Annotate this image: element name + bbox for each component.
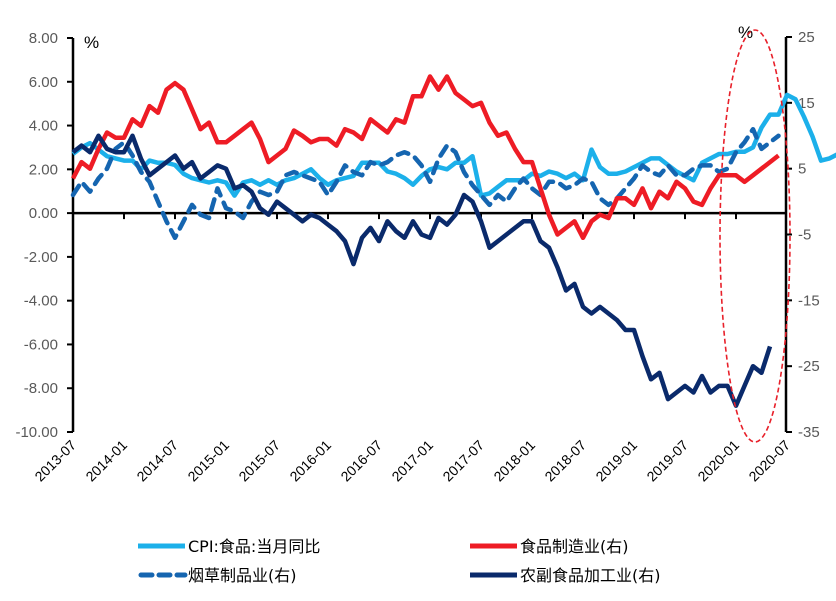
left-axis-tick-label: 4.00 xyxy=(29,118,58,135)
legend-label-2: 烟草制品业(右) xyxy=(188,566,297,585)
x-axis-tick-label: 2016-07 xyxy=(337,437,385,485)
x-axis-tick-label: 2015-01 xyxy=(184,437,232,485)
legend-label-1: 食品制造业(右) xyxy=(520,537,629,556)
x-axis-tick-label: 2017-01 xyxy=(388,437,436,485)
annotation-layer xyxy=(719,29,791,443)
legend-label-0: CPI:食品:当月同比 xyxy=(188,537,320,556)
series-line-3 xyxy=(71,133,773,408)
left-axis-tick-label: 2.00 xyxy=(29,161,58,178)
legend: CPI:食品:当月同比 食品制造业(右) 烟草制品业(右) 农副食品加工业(右) xyxy=(138,537,661,585)
right-axis-tick-label: -15 xyxy=(798,292,820,309)
left-axis-tick-label: -4.00 xyxy=(24,293,58,310)
series-line-2 xyxy=(70,126,781,241)
right-axis-tick-label: -35 xyxy=(798,424,820,441)
left-axis-tick-label: -10.00 xyxy=(15,424,58,441)
right-axis-tick-label: -25 xyxy=(798,358,820,375)
x-axis-tick-label: 2014-01 xyxy=(82,437,130,485)
x-axis-tick-label: 2018-01 xyxy=(490,437,538,485)
x-axis-tick-label: 2020-01 xyxy=(694,437,742,485)
x-axis-tick-label: 2014-07 xyxy=(133,437,181,485)
left-axis-tick-label: 8.00 xyxy=(29,30,58,47)
x-axis-tick-label: 2013-07 xyxy=(31,437,79,485)
right-axis-tick-label: 25 xyxy=(798,29,815,46)
right-axis-tick-label: 15 xyxy=(798,95,815,112)
x-axis-tick-label: 2020-07 xyxy=(745,437,793,485)
right-axis-tick-label: 5 xyxy=(798,161,806,178)
right-axis-unit: % xyxy=(738,23,753,42)
left-axis-unit: % xyxy=(84,33,99,52)
highlight-ellipse xyxy=(719,29,791,443)
left-axis-tick-label: 6.00 xyxy=(29,74,58,91)
left-axis-tick-label: -2.00 xyxy=(24,249,58,266)
series-layer xyxy=(70,74,836,408)
x-axis-tick-label: 2019-07 xyxy=(643,437,691,485)
legend-label-3: 农副食品加工业(右) xyxy=(520,566,661,585)
left-axis-tick-label: -6.00 xyxy=(24,336,58,353)
left-axis-tick-label: -8.00 xyxy=(24,380,58,397)
right-axis-tick-label: -5 xyxy=(798,227,811,244)
x-axis-tick-label: 2016-01 xyxy=(286,437,334,485)
x-axis-tick-label: 2019-01 xyxy=(592,437,640,485)
series-line-1 xyxy=(71,74,780,241)
left-axis-tick-label: 0.00 xyxy=(29,205,58,222)
axes: 8.00 6.00 4.00 2.00 0.00 -2.00 -4.00 -6.00 -8.00… xyxy=(15,23,819,484)
x-axis-tick-label: 2018-07 xyxy=(541,437,589,485)
x-axis-tick-label: 2015-07 xyxy=(235,437,283,485)
x-axis-tick-label: 2017-07 xyxy=(439,437,487,485)
